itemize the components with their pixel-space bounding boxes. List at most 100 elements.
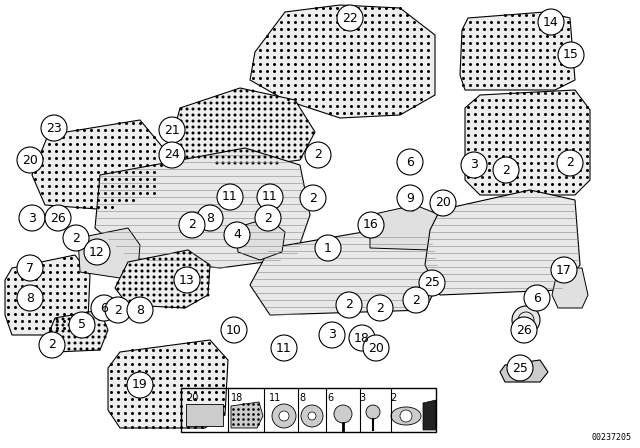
Circle shape xyxy=(470,57,471,58)
Circle shape xyxy=(505,43,506,44)
Circle shape xyxy=(125,130,127,131)
Circle shape xyxy=(56,348,58,350)
Circle shape xyxy=(63,158,64,159)
Circle shape xyxy=(330,15,332,16)
Circle shape xyxy=(587,135,588,136)
Circle shape xyxy=(561,78,563,79)
Circle shape xyxy=(70,200,71,201)
Circle shape xyxy=(282,114,284,116)
Circle shape xyxy=(566,121,567,122)
Circle shape xyxy=(77,172,78,173)
Circle shape xyxy=(372,15,373,16)
Circle shape xyxy=(234,102,236,104)
Circle shape xyxy=(475,128,476,129)
Circle shape xyxy=(135,276,137,278)
Circle shape xyxy=(276,156,278,158)
Circle shape xyxy=(294,102,296,104)
Circle shape xyxy=(561,29,563,30)
Circle shape xyxy=(308,64,310,65)
Circle shape xyxy=(482,163,483,164)
Circle shape xyxy=(260,57,261,58)
Circle shape xyxy=(587,107,588,108)
Circle shape xyxy=(580,128,581,129)
Circle shape xyxy=(118,364,119,365)
Circle shape xyxy=(281,92,282,93)
Circle shape xyxy=(209,364,211,365)
Circle shape xyxy=(330,99,332,100)
Circle shape xyxy=(573,177,574,178)
Circle shape xyxy=(274,29,275,30)
Text: 17: 17 xyxy=(556,263,572,276)
Circle shape xyxy=(153,378,154,379)
Circle shape xyxy=(358,212,384,238)
Circle shape xyxy=(86,342,88,344)
Circle shape xyxy=(498,64,499,65)
Circle shape xyxy=(240,102,242,104)
Circle shape xyxy=(165,306,167,308)
Text: 26: 26 xyxy=(50,211,66,224)
Circle shape xyxy=(216,406,218,407)
Circle shape xyxy=(147,165,148,166)
Circle shape xyxy=(351,15,352,16)
Circle shape xyxy=(477,57,478,58)
Circle shape xyxy=(323,15,324,16)
Circle shape xyxy=(64,258,65,259)
Polygon shape xyxy=(465,90,590,195)
Circle shape xyxy=(166,426,168,428)
Circle shape xyxy=(183,276,185,278)
Polygon shape xyxy=(370,205,445,250)
Circle shape xyxy=(270,114,272,116)
Circle shape xyxy=(173,399,175,401)
Circle shape xyxy=(545,191,547,192)
Circle shape xyxy=(559,128,560,129)
Circle shape xyxy=(166,399,168,401)
Circle shape xyxy=(198,108,200,110)
Circle shape xyxy=(188,392,189,393)
Circle shape xyxy=(117,282,119,284)
Circle shape xyxy=(77,207,78,208)
Circle shape xyxy=(140,179,141,180)
Circle shape xyxy=(140,151,141,152)
Circle shape xyxy=(57,293,58,294)
Circle shape xyxy=(475,156,476,157)
Circle shape xyxy=(98,151,99,152)
Polygon shape xyxy=(460,12,575,90)
Circle shape xyxy=(559,114,560,115)
Circle shape xyxy=(216,420,218,421)
Circle shape xyxy=(84,207,85,208)
Circle shape xyxy=(147,270,149,272)
Circle shape xyxy=(166,413,168,414)
Circle shape xyxy=(573,163,574,164)
Circle shape xyxy=(323,22,324,23)
Circle shape xyxy=(491,43,492,44)
Circle shape xyxy=(337,99,339,100)
Circle shape xyxy=(316,106,317,108)
Circle shape xyxy=(372,29,373,30)
Circle shape xyxy=(561,57,563,58)
Circle shape xyxy=(129,294,131,296)
Circle shape xyxy=(559,184,560,185)
Circle shape xyxy=(243,409,244,410)
Circle shape xyxy=(358,29,359,30)
Text: 21: 21 xyxy=(164,124,180,137)
Circle shape xyxy=(531,121,532,122)
Circle shape xyxy=(253,404,254,405)
Circle shape xyxy=(484,57,485,58)
Circle shape xyxy=(252,138,254,140)
Circle shape xyxy=(281,43,282,44)
Circle shape xyxy=(498,78,499,79)
Text: 8: 8 xyxy=(136,303,144,316)
Circle shape xyxy=(406,106,408,108)
Circle shape xyxy=(195,288,197,290)
Circle shape xyxy=(49,151,51,152)
Circle shape xyxy=(552,135,554,136)
Circle shape xyxy=(400,64,401,65)
Circle shape xyxy=(210,102,212,104)
Circle shape xyxy=(372,22,373,23)
Circle shape xyxy=(509,163,511,164)
Circle shape xyxy=(258,144,260,146)
Circle shape xyxy=(56,137,58,138)
Text: 8: 8 xyxy=(299,393,305,403)
Circle shape xyxy=(174,267,200,293)
Circle shape xyxy=(252,162,254,164)
